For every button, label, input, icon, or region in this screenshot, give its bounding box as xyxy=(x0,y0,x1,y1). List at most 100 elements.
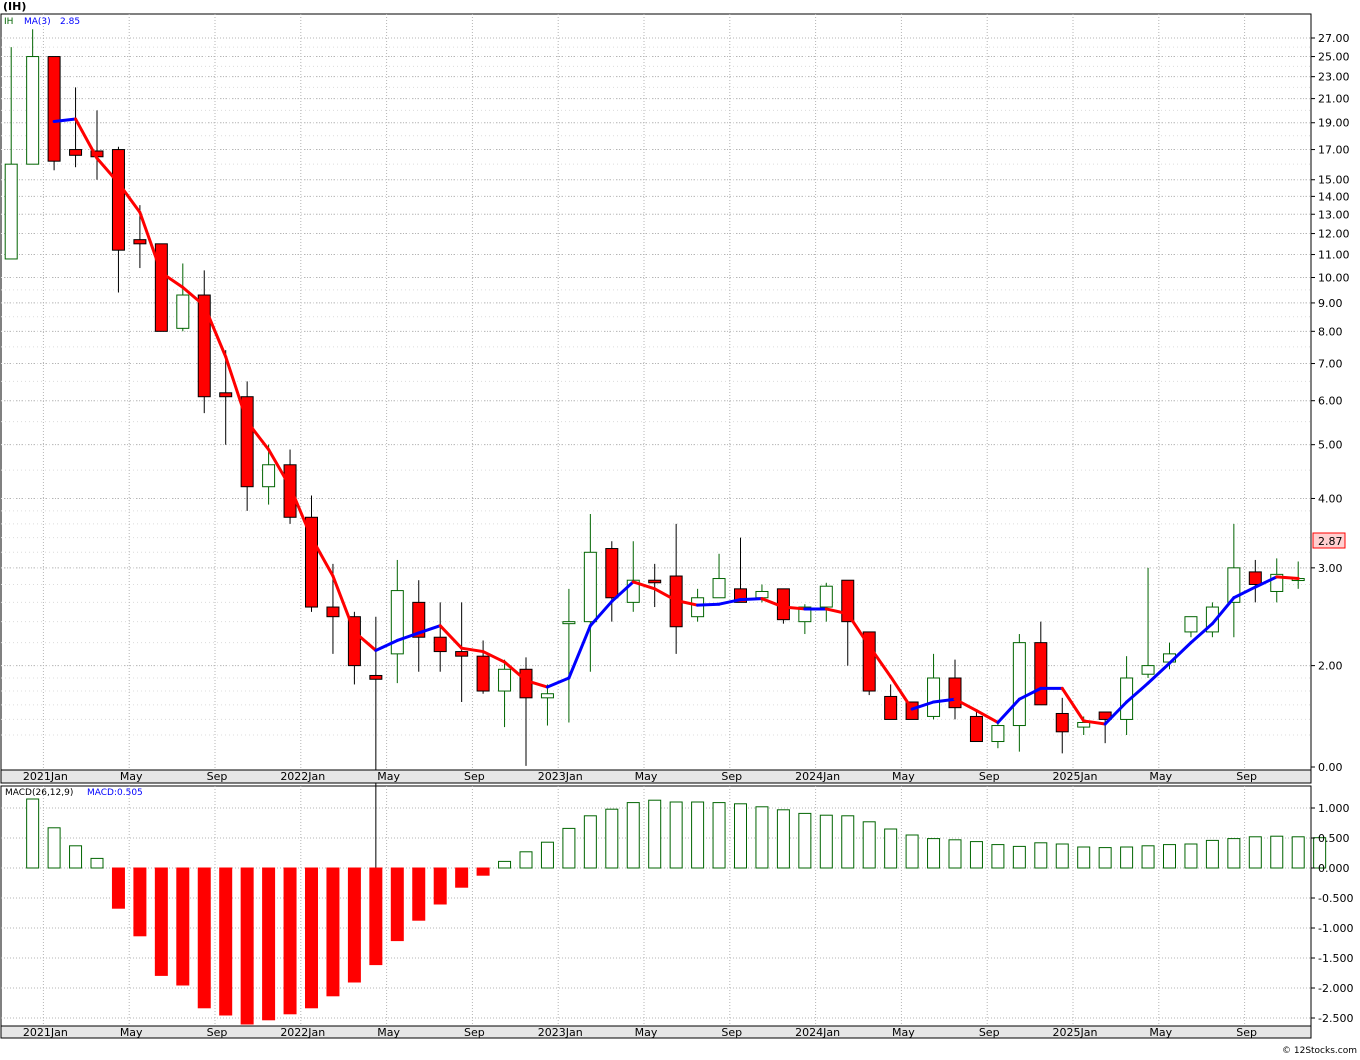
candle-body-down xyxy=(476,655,490,692)
macd-bar-positive xyxy=(26,798,40,869)
candle-body-down xyxy=(305,516,318,608)
x-axis-label: Sep xyxy=(1236,770,1257,783)
macd-bar-positive xyxy=(669,801,683,869)
macd-bar-positive xyxy=(1012,845,1026,869)
ma-segment xyxy=(1275,575,1300,581)
candle-body-down xyxy=(347,616,361,667)
x-axis-label: 2021Jan xyxy=(23,1026,68,1039)
macd-bar-positive xyxy=(905,834,919,869)
macd-bar-positive xyxy=(47,827,61,869)
ma-segment xyxy=(52,117,78,123)
symbol-legend: IH xyxy=(4,17,13,27)
ma-segment xyxy=(417,624,442,635)
macd-bar-positive xyxy=(540,841,554,869)
ma-segment xyxy=(202,304,228,359)
macd-bar-negative xyxy=(326,867,340,997)
ma-segment xyxy=(1168,641,1193,665)
macd-axis-label: 0.000 xyxy=(1318,862,1350,875)
price-axis-label: 14.00 xyxy=(1318,190,1350,203)
macd-bar-negative xyxy=(476,867,490,876)
x-axis-label: Sep xyxy=(207,1026,228,1039)
price-axis-label: 25.00 xyxy=(1318,51,1350,64)
macd-bar-positive xyxy=(1205,839,1219,869)
price-axis-label: 19.00 xyxy=(1318,117,1350,130)
macd-bar-negative xyxy=(197,867,211,1009)
ma-segment xyxy=(974,709,1000,724)
macd-bar-negative xyxy=(347,867,361,983)
candle-body-down xyxy=(948,677,962,709)
ma-segment xyxy=(846,612,871,648)
price-axis-label: 15.00 xyxy=(1318,174,1350,187)
candle-body-up xyxy=(755,590,769,599)
macd-bar-negative xyxy=(455,867,469,888)
macd-bar-positive xyxy=(605,808,619,869)
x-axis-label: May xyxy=(1149,770,1172,783)
ma-segment xyxy=(996,697,1021,724)
ma-segment xyxy=(267,448,292,489)
macd-bar-positive xyxy=(948,839,962,869)
ma-segment xyxy=(610,580,635,603)
price-axis-label: 0.00 xyxy=(1318,761,1343,774)
price-axis-label: 12.00 xyxy=(1318,228,1350,241)
ma-segment xyxy=(653,587,678,603)
ma-segment xyxy=(1082,719,1107,726)
candle-body-down xyxy=(605,548,619,599)
macd-bar-positive xyxy=(648,799,662,869)
candle-body-down xyxy=(412,601,426,638)
macd-x-axis-band xyxy=(0,1025,1312,1039)
macd-bar-positive xyxy=(991,844,1005,869)
x-axis-label: 2025Jan xyxy=(1053,770,1098,783)
macd-bars xyxy=(26,798,1327,1025)
macd-axis-label: -1.500 xyxy=(1318,952,1353,965)
candle-body-up xyxy=(1077,721,1091,728)
x-axis-label: 2022Jan xyxy=(280,1026,325,1039)
ma-segment xyxy=(288,485,313,540)
ma-segment xyxy=(674,599,700,607)
macd-bar-positive xyxy=(69,845,83,869)
price-axis-label: 2.00 xyxy=(1318,660,1343,673)
candle-body-up xyxy=(927,677,941,717)
macd-bar-positive xyxy=(862,821,876,869)
ma-segment xyxy=(545,676,571,689)
macd-bar-negative xyxy=(390,867,404,942)
ma-segment xyxy=(352,630,378,652)
x-axis-label: 2024Jan xyxy=(795,1026,840,1039)
moving-average-line xyxy=(52,117,1300,726)
ma-segment xyxy=(1060,686,1086,723)
candle-body-up xyxy=(991,725,1005,743)
candle-body-up xyxy=(798,606,812,623)
price-axis-label: 13.00 xyxy=(1318,208,1350,221)
macd-bar-negative xyxy=(111,867,125,909)
macd-bar-positive xyxy=(1227,838,1241,869)
candle-body-down xyxy=(240,396,254,488)
macd-axis-label: -1.000 xyxy=(1318,922,1353,935)
ma-segment xyxy=(1189,622,1214,645)
macd-bar-positive xyxy=(90,857,104,869)
candle-body-down xyxy=(326,606,340,618)
ma-segment xyxy=(588,599,614,628)
ma-segment xyxy=(1232,585,1257,600)
macd-bar-positive xyxy=(927,838,941,869)
ma-segment xyxy=(696,602,721,607)
macd-axis-label: -2.500 xyxy=(1318,1012,1353,1025)
candle-body-up xyxy=(176,294,190,329)
ma-segment xyxy=(953,697,978,713)
candle-body-up xyxy=(26,56,40,165)
macd-bar-negative xyxy=(133,867,147,937)
macd-bar-negative xyxy=(262,867,276,1021)
ma-segment xyxy=(438,624,464,650)
candle-body-down xyxy=(47,56,61,162)
ma-segment xyxy=(395,631,421,642)
x-axis-label: May xyxy=(892,1026,915,1039)
ma-segment xyxy=(1017,686,1043,701)
price-grid xyxy=(0,13,1312,771)
ma-segment xyxy=(524,679,549,689)
price-axis-label: 5.00 xyxy=(1318,439,1343,452)
macd-bar-positive xyxy=(1034,842,1048,869)
macd-axis-label: 0.500 xyxy=(1318,832,1350,845)
ma-segment xyxy=(889,675,914,711)
candle-body-up xyxy=(390,590,404,655)
macd-bar-positive xyxy=(1270,835,1284,869)
candle-body-up xyxy=(819,585,833,608)
